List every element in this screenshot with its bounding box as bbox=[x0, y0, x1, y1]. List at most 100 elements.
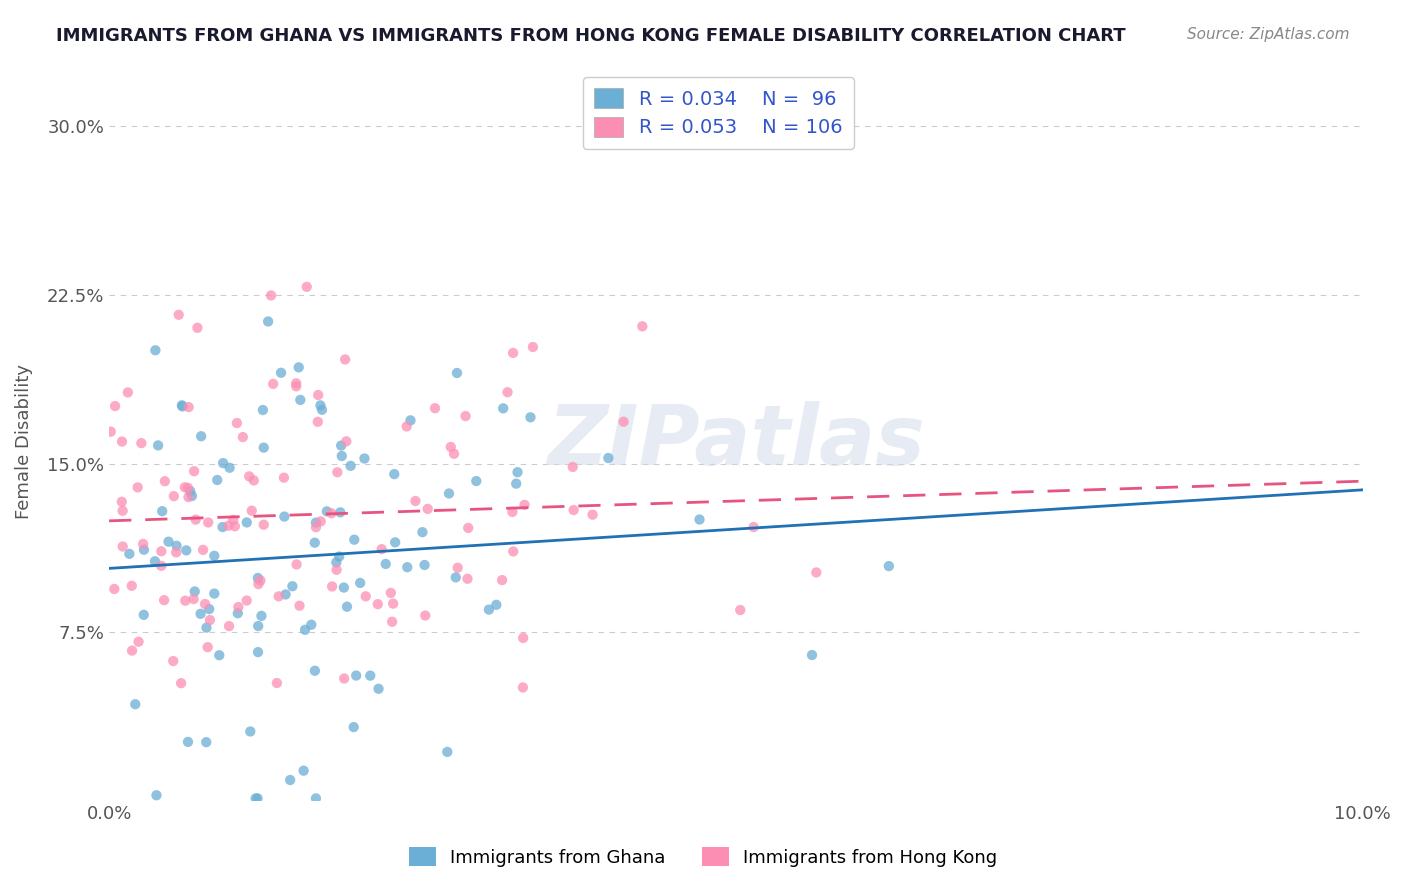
Point bbox=[395, 419, 418, 434]
Point bbox=[349, 575, 371, 590]
Point bbox=[374, 557, 396, 571]
Point bbox=[446, 366, 468, 380]
Point bbox=[222, 513, 245, 527]
Point bbox=[311, 402, 333, 417]
Point bbox=[465, 474, 488, 488]
Point bbox=[247, 619, 270, 633]
Point bbox=[217, 518, 239, 533]
Point bbox=[399, 413, 422, 427]
Point bbox=[613, 415, 636, 429]
Point bbox=[153, 593, 176, 607]
Point bbox=[447, 561, 470, 575]
Point bbox=[285, 379, 308, 393]
Point bbox=[353, 451, 375, 466]
Point bbox=[413, 558, 436, 572]
Point bbox=[370, 542, 392, 557]
Point bbox=[153, 474, 176, 488]
Point bbox=[186, 320, 208, 334]
Point bbox=[273, 509, 295, 524]
Point bbox=[145, 789, 167, 803]
Point bbox=[315, 504, 337, 518]
Point bbox=[305, 516, 328, 530]
Point bbox=[307, 388, 329, 402]
Point bbox=[728, 603, 751, 617]
Point bbox=[238, 469, 260, 483]
Point bbox=[162, 654, 184, 668]
Point bbox=[325, 563, 347, 577]
Point bbox=[253, 441, 276, 455]
Point bbox=[343, 720, 366, 734]
Point bbox=[197, 640, 219, 655]
Point bbox=[167, 308, 190, 322]
Point bbox=[240, 504, 263, 518]
Point bbox=[224, 519, 246, 533]
Point bbox=[177, 481, 200, 495]
Point bbox=[631, 319, 654, 334]
Point bbox=[309, 514, 332, 528]
Point bbox=[150, 544, 173, 558]
Point bbox=[218, 619, 240, 633]
Point bbox=[273, 471, 295, 485]
Point bbox=[304, 664, 326, 678]
Point bbox=[262, 376, 284, 391]
Point bbox=[246, 645, 269, 659]
Point bbox=[329, 505, 352, 519]
Point bbox=[344, 668, 367, 682]
Legend: Immigrants from Ghana, Immigrants from Hong Kong: Immigrants from Ghana, Immigrants from H… bbox=[402, 840, 1004, 874]
Point bbox=[330, 439, 353, 453]
Point bbox=[444, 570, 467, 584]
Point bbox=[294, 623, 316, 637]
Point bbox=[211, 520, 233, 534]
Point bbox=[404, 494, 426, 508]
Point bbox=[485, 598, 508, 612]
Point bbox=[252, 403, 274, 417]
Point bbox=[212, 456, 235, 470]
Point bbox=[117, 385, 139, 400]
Point bbox=[177, 735, 200, 749]
Point bbox=[416, 501, 439, 516]
Point bbox=[104, 399, 127, 413]
Point bbox=[245, 791, 267, 805]
Point bbox=[145, 343, 167, 358]
Point bbox=[413, 608, 436, 623]
Point bbox=[384, 535, 406, 549]
Point bbox=[207, 473, 229, 487]
Point bbox=[228, 599, 250, 614]
Point bbox=[285, 376, 308, 391]
Point bbox=[260, 288, 283, 302]
Point bbox=[562, 503, 585, 517]
Point bbox=[132, 542, 155, 557]
Text: IMMIGRANTS FROM GHANA VS IMMIGRANTS FROM HONG KONG FEMALE DISABILITY CORRELATION: IMMIGRANTS FROM GHANA VS IMMIGRANTS FROM… bbox=[56, 27, 1126, 45]
Point bbox=[267, 590, 290, 604]
Point bbox=[198, 613, 221, 627]
Point bbox=[285, 558, 308, 572]
Point bbox=[806, 566, 828, 580]
Point bbox=[103, 582, 125, 596]
Point bbox=[382, 597, 405, 611]
Point bbox=[299, 617, 322, 632]
Point bbox=[195, 621, 218, 635]
Point bbox=[321, 506, 343, 520]
Point bbox=[174, 543, 197, 558]
Point bbox=[184, 513, 207, 527]
Point bbox=[150, 504, 173, 518]
Point bbox=[333, 672, 356, 686]
Point bbox=[367, 681, 389, 696]
Point bbox=[174, 593, 197, 607]
Point bbox=[354, 590, 377, 604]
Point bbox=[195, 735, 218, 749]
Point bbox=[281, 579, 304, 593]
Point bbox=[519, 410, 541, 425]
Point bbox=[339, 458, 361, 473]
Point bbox=[183, 584, 205, 599]
Point bbox=[166, 539, 188, 553]
Point bbox=[309, 398, 332, 412]
Point bbox=[100, 425, 122, 439]
Point bbox=[190, 429, 212, 443]
Point bbox=[522, 340, 544, 354]
Point bbox=[131, 436, 153, 450]
Point bbox=[194, 597, 217, 611]
Point bbox=[270, 366, 292, 380]
Point bbox=[343, 533, 366, 547]
Point bbox=[502, 346, 524, 360]
